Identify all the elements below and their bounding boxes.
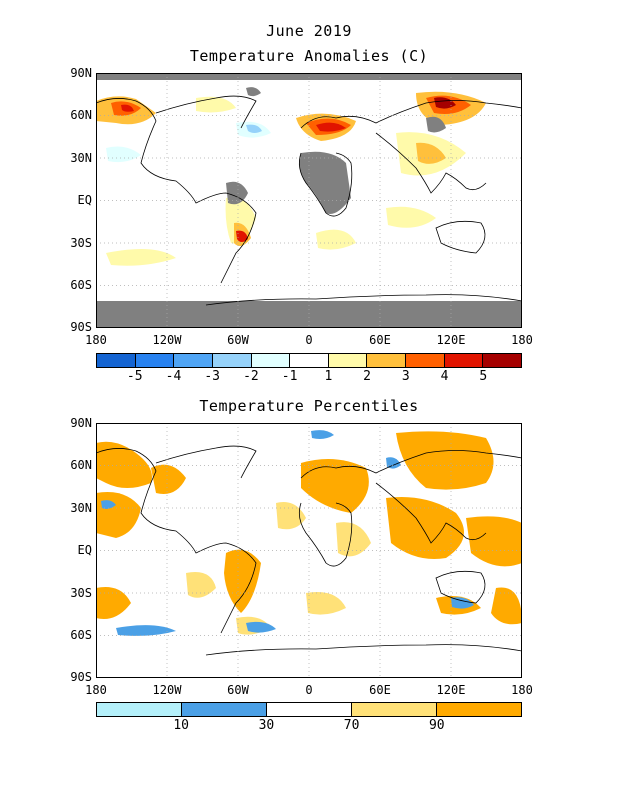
- lat-label: 90S: [70, 670, 92, 684]
- colorbar-label: 10: [173, 718, 190, 733]
- anomaly-map: [96, 73, 522, 328]
- lat-label: 30N: [70, 151, 92, 165]
- colorbar-label: -3: [204, 369, 220, 384]
- colorbar-label: -4: [165, 369, 182, 384]
- lat-label: 30N: [70, 501, 92, 515]
- colorbar-swatch: [251, 354, 291, 367]
- colorbar-swatch: [328, 354, 368, 367]
- lat-label: 60S: [70, 628, 92, 642]
- colorbar-label: 1: [324, 369, 333, 384]
- warm-anomaly-areas: [96, 91, 486, 266]
- colorbar-label: -2: [243, 369, 259, 384]
- percentile-map: [96, 423, 522, 678]
- colorbar-swatch: [352, 703, 437, 716]
- colorbar-swatch: [174, 354, 213, 367]
- anomaly-colorbar: [96, 353, 522, 368]
- lat-label: 90N: [70, 66, 92, 80]
- colorbar-swatch: [290, 354, 329, 367]
- colorbar-label: -1: [281, 369, 298, 384]
- colorbar-swatch: [267, 703, 352, 716]
- colorbar-label: 2: [363, 369, 371, 384]
- graticule: [96, 423, 522, 678]
- colorbar-label: -5: [126, 369, 143, 384]
- colorbar-swatch: [406, 354, 445, 367]
- colorbar-swatch: [483, 354, 522, 367]
- graticule: [96, 73, 522, 328]
- lon-label: 60E: [369, 333, 391, 347]
- lon-label: 0: [305, 683, 313, 697]
- lon-label: 180: [85, 683, 107, 697]
- lon-label: 60W: [227, 333, 249, 347]
- coastlines: [96, 95, 522, 306]
- lat-label: 30S: [70, 236, 92, 250]
- missing-data-arctic: [96, 73, 522, 80]
- colorbar-swatch: [182, 703, 267, 716]
- below-30th-percentile-areas: [101, 430, 474, 636]
- percentile-map-title: Temperature Percentiles: [199, 397, 419, 415]
- colorbar-swatch: [437, 703, 521, 716]
- lon-label: 120W: [152, 333, 182, 347]
- lon-label: 120W: [152, 683, 182, 697]
- colorbar-swatch: [97, 354, 136, 367]
- lon-label: 120E: [436, 683, 466, 697]
- lon-label: 0: [305, 333, 313, 347]
- lat-label: 60S: [70, 278, 92, 292]
- above-90th-percentile-areas: [96, 431, 522, 625]
- lon-label: 60E: [369, 683, 391, 697]
- percentile-colorbar: [96, 702, 522, 717]
- lat-label: 60N: [70, 108, 92, 122]
- lat-label: 90S: [70, 320, 92, 334]
- lon-label: 180: [511, 683, 533, 697]
- colorbar-swatch: [97, 703, 182, 716]
- lon-label: 120E: [436, 333, 466, 347]
- map-date-title: June 2019: [266, 22, 352, 40]
- colorbar-label: 30: [258, 718, 275, 733]
- lat-label: EQ: [77, 193, 92, 207]
- anomaly-map-title: Temperature Anomalies (C): [189, 47, 429, 65]
- colorbar-swatch: [135, 354, 175, 367]
- lon-label: 60W: [227, 683, 249, 697]
- lat-label: 90N: [70, 416, 92, 430]
- lat-label: EQ: [77, 543, 92, 557]
- lon-label: 180: [85, 333, 107, 347]
- colorbar-label: 5: [479, 369, 488, 384]
- colorbar-swatch: [367, 354, 407, 367]
- colorbar-label: 90: [428, 718, 445, 733]
- missing-data-land: [226, 87, 446, 214]
- coastlines: [96, 445, 522, 656]
- lon-label: 180: [511, 333, 533, 347]
- lat-label: 30S: [70, 586, 92, 600]
- colorbar-swatch: [212, 354, 252, 367]
- lat-label: 60N: [70, 458, 92, 472]
- colorbar-swatch: [444, 354, 484, 367]
- colorbar-label: 3: [401, 369, 410, 384]
- colorbar-label: 4: [440, 369, 449, 384]
- colorbar-label: 70: [343, 718, 360, 733]
